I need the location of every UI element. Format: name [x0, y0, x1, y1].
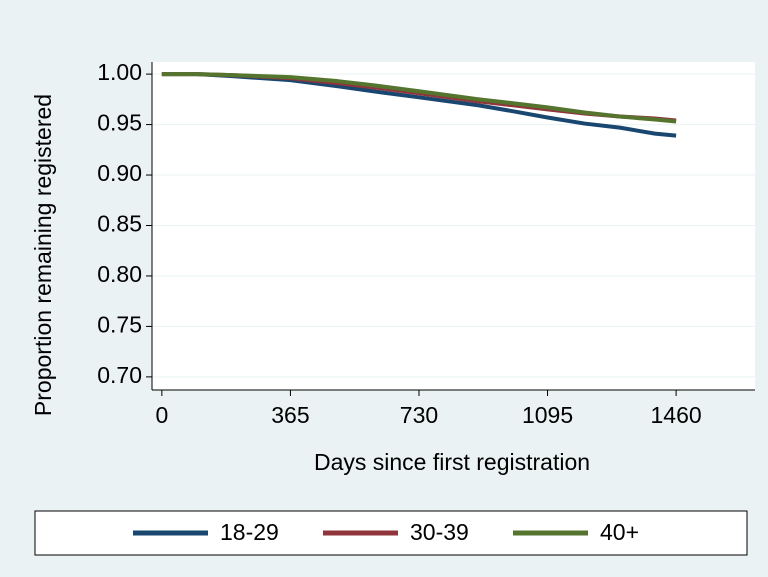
y-axis-label: Proportion remaining registered [30, 94, 56, 416]
y-tick-label: 0.90 [97, 160, 142, 186]
legend-label: 40+ [600, 519, 639, 545]
y-tick-label: 0.95 [97, 110, 142, 136]
y-tick-label: 0.85 [97, 211, 142, 237]
x-tick-label: 365 [271, 402, 309, 428]
plot-area [152, 62, 755, 390]
x-tick-label: 0 [155, 402, 168, 428]
x-tick-label: 1460 [651, 402, 702, 428]
x-axis-label: Days since first registration [314, 449, 590, 475]
x-tick-label: 730 [400, 402, 438, 428]
legend-label: 18-29 [220, 519, 279, 545]
y-tick-label: 1.00 [97, 59, 142, 85]
y-tick-label: 0.70 [97, 362, 142, 388]
y-tick-label: 0.80 [97, 261, 142, 287]
x-tick-label: 1095 [522, 402, 573, 428]
y-tick-label: 0.75 [97, 311, 142, 337]
series-line [161, 72, 677, 124]
legend-label: 30-39 [410, 519, 469, 545]
